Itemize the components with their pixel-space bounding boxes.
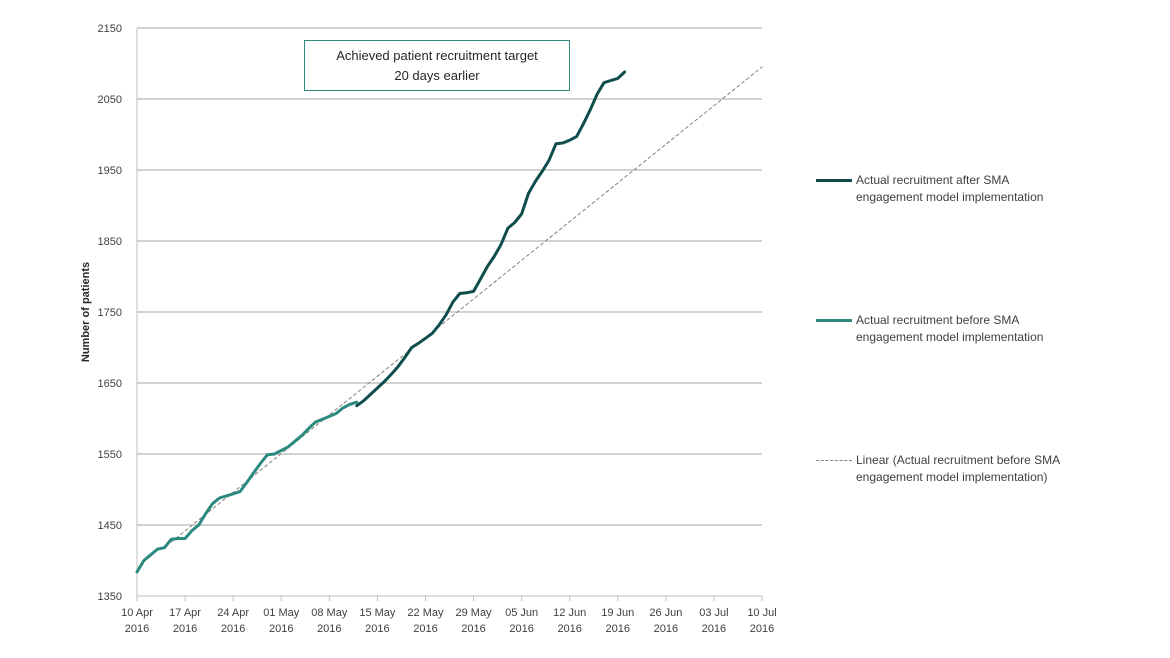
legend-swatch-linear — [816, 460, 852, 461]
x-tick-label: 24 Apr — [217, 607, 249, 619]
series-line-before — [135, 400, 359, 574]
annotation-box: Achieved patient recruitment target 20 d… — [304, 40, 570, 91]
legend-swatch-before — [816, 319, 852, 322]
x-tick-label: 10 Apr — [121, 607, 153, 619]
x-tick-label: 10 Jul — [747, 607, 776, 619]
x-tick-label-year: 2016 — [413, 623, 437, 635]
x-tick-label: 05 Jun — [505, 607, 538, 619]
x-tick-label-year: 2016 — [365, 623, 389, 635]
y-tick-labels: 1350 1450 1550 1650 1750 1850 1950 2050 2150 — [98, 23, 122, 603]
x-tick-label: 17 Apr — [169, 607, 201, 619]
x-tick-label: 29 May — [455, 607, 492, 619]
series-line-after — [355, 70, 627, 408]
x-tick-label-year: 2016 — [221, 623, 245, 635]
series-line-linear-trend — [170, 66, 763, 543]
y-tick-label: 1450 — [98, 520, 122, 532]
y-tick-label: 2050 — [98, 94, 122, 106]
series-layer — [135, 66, 763, 574]
x-tick-label-year: 2016 — [125, 623, 149, 635]
x-tick-label: 01 May — [263, 607, 300, 619]
x-tick-label-year: 2016 — [606, 623, 630, 635]
y-tick-label: 1550 — [98, 449, 122, 461]
x-tick-label-year: 2016 — [509, 623, 533, 635]
x-tick-label: 15 May — [359, 607, 396, 619]
x-tick-label: 12 Jun — [553, 607, 586, 619]
x-tick-label-year: 2016 — [654, 623, 678, 635]
y-tick-label: 1850 — [98, 236, 122, 248]
legend-label-after: Actual recruitment after SMA engagement … — [856, 173, 1044, 204]
x-tick-label-year: 2016 — [269, 623, 293, 635]
annotation-line-2: 20 days earlier — [394, 67, 480, 83]
x-tick-label-year: 2016 — [173, 623, 197, 635]
legend-label-linear: Linear (Actual recruitment before SMA en… — [856, 453, 1060, 484]
legend-swatch-after — [816, 179, 852, 182]
y-tick-label: 1750 — [98, 307, 122, 319]
x-tick-label-year: 2016 — [317, 623, 341, 635]
y-tick-label: 1950 — [98, 165, 122, 177]
x-tick-label: 08 May — [311, 607, 348, 619]
x-tick-label: 03 Jul — [699, 607, 728, 619]
x-tick-label: 22 May — [407, 607, 444, 619]
y-tick-label: 1650 — [98, 378, 122, 390]
x-tick-label-year: 2016 — [557, 623, 581, 635]
annotation-line-1: Achieved patient recruitment target — [336, 47, 538, 63]
grid-layer — [136, 27, 763, 601]
y-tick-label: 1350 — [98, 591, 122, 603]
x-tick-labels: 10 Apr 2016 17 Apr 2016 24 Apr 2016 01 May 2016… — [121, 607, 777, 635]
x-tick-label-year: 2016 — [702, 623, 726, 635]
x-tick-label: 26 Jun — [649, 607, 682, 619]
legend-label-before: Actual recruitment before SMA engagement… — [856, 313, 1044, 344]
x-tick-label-year: 2016 — [750, 623, 774, 635]
x-tick-label-year: 2016 — [461, 623, 485, 635]
y-tick-label: 2150 — [98, 23, 122, 35]
x-tick-label: 19 Jun — [601, 607, 634, 619]
y-axis-title: Number of patients — [80, 262, 92, 362]
